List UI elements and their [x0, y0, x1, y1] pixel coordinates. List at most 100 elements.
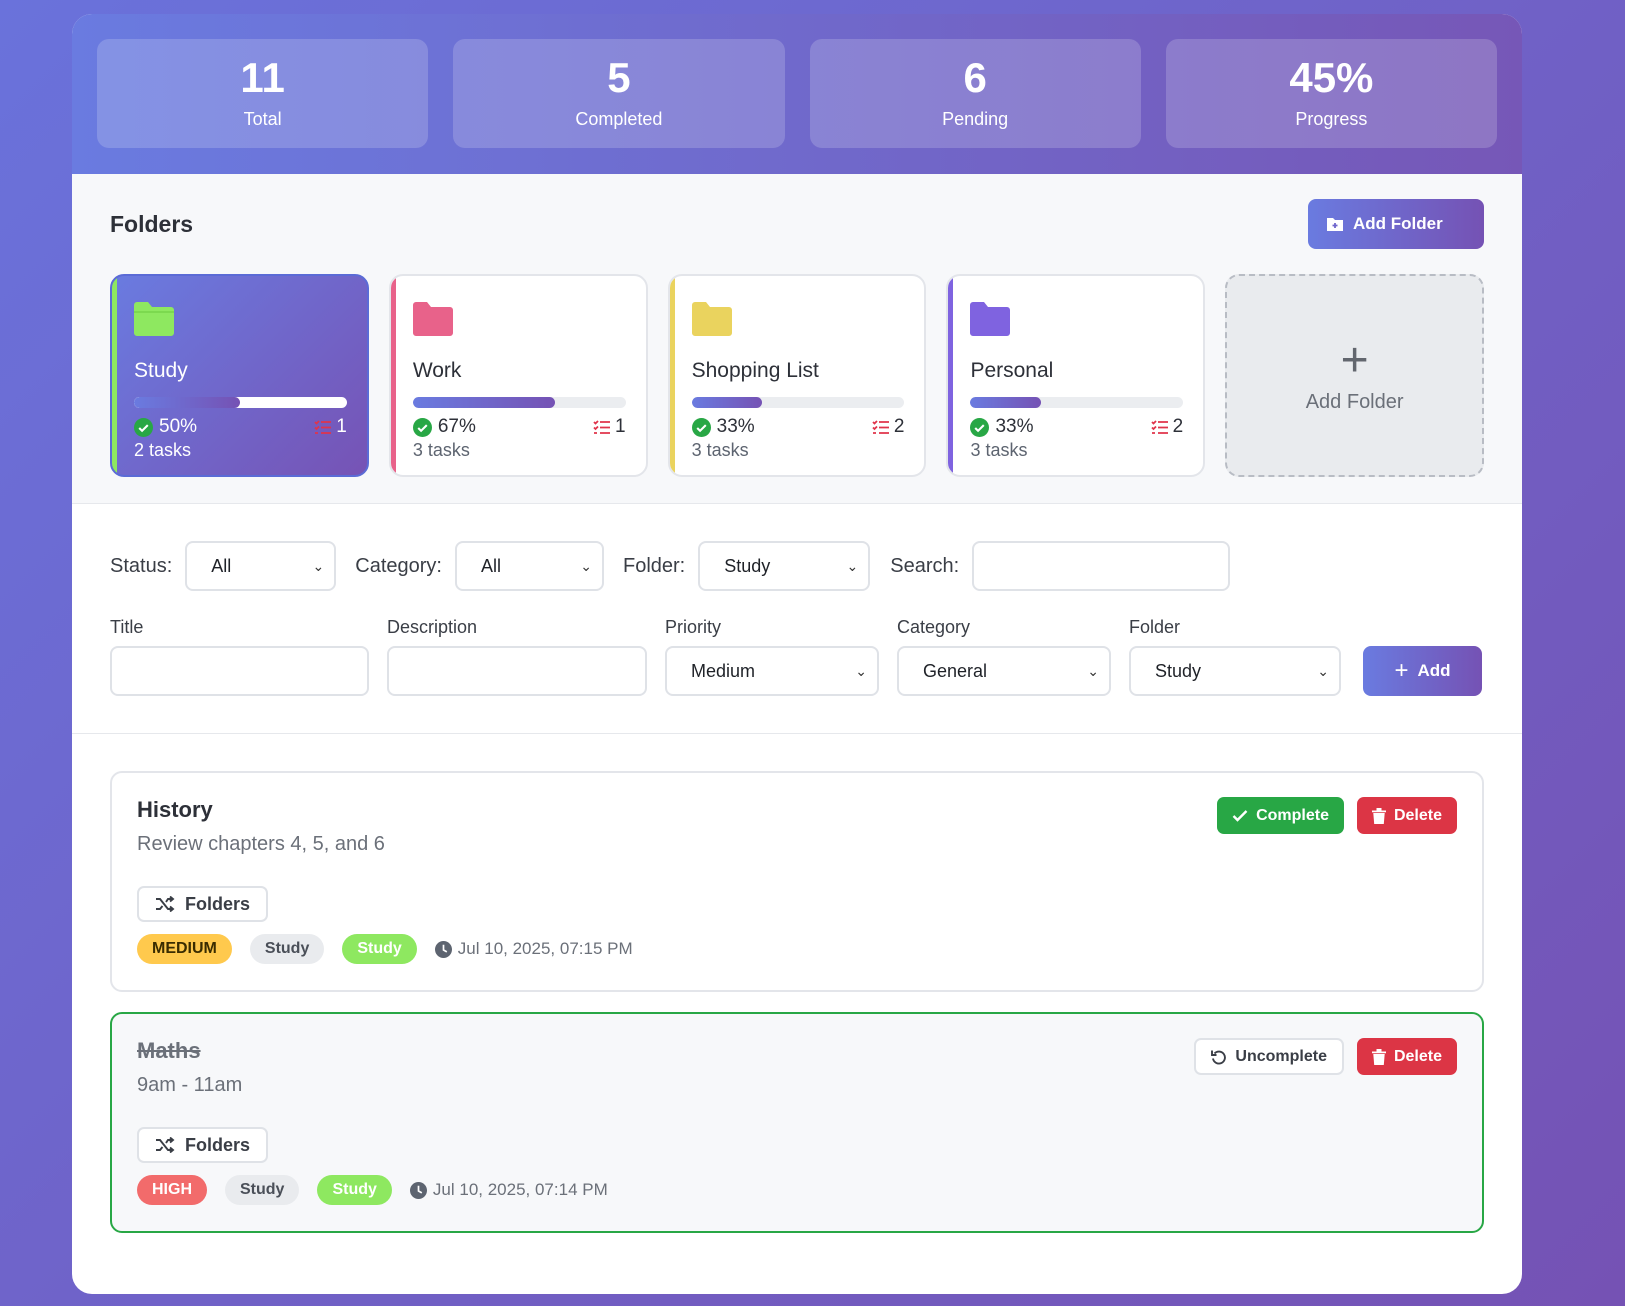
task-card-completed: Maths 9am - 11am Uncomplete Delete Folde…: [110, 1012, 1484, 1233]
chevron-down-icon: ⌄: [580, 557, 592, 574]
uncomplete-button-label: Uncomplete: [1235, 1047, 1327, 1065]
task-meta: MEDIUM Study Study Jul 10, 2025, 07:15 P…: [137, 934, 1457, 990]
stat-total-label: Total: [243, 109, 282, 129]
add-task-button[interactable]: + Add: [1363, 646, 1482, 696]
chevron-down-icon: ⌄: [312, 557, 325, 574]
folder-task-count: 3 tasks: [970, 440, 1028, 460]
description-input[interactable]: [387, 646, 647, 696]
folder-filter-label: Folder:: [622, 554, 686, 577]
folder-pending: 2: [1151, 416, 1184, 438]
trash-icon: [1371, 1048, 1386, 1065]
chevron-down-icon: ⌄: [846, 557, 859, 574]
folder-stats-row: 67% 1: [412, 416, 626, 438]
folder-stats-row: 33% 2: [970, 416, 1183, 438]
stat-progress: 45% Progress: [1165, 39, 1497, 148]
description-label: Description: [387, 617, 478, 637]
folder-pending-count: 1: [615, 416, 626, 437]
folder-card-study[interactable]: Study 50% 1 2 tasks: [110, 274, 369, 477]
folder-percent: 33%: [691, 416, 755, 438]
move-folder-button[interactable]: Folders: [137, 1127, 269, 1163]
stat-total: 11 Total: [97, 39, 429, 148]
folder-progress-bar: [412, 397, 626, 408]
task-meta: HIGH Study Study Jul 10, 2025, 07:14 PM: [137, 1175, 1457, 1231]
folder-progress-fill: [134, 397, 241, 408]
folder-card-work[interactable]: Work 67% 1 3 tasks: [388, 274, 648, 477]
category-label: Category: [897, 617, 971, 637]
plus-icon: +: [1340, 334, 1369, 387]
task-list-icon: [1151, 420, 1168, 434]
check-circle-icon: [134, 417, 153, 437]
category-select[interactable]: General ⌄: [897, 646, 1111, 696]
app-card: 11 Total 5 Completed 6 Pending 45% Progr…: [72, 14, 1522, 1294]
stat-progress-value: 45%: [1289, 54, 1374, 101]
folder-card-personal[interactable]: Personal 33% 2 3 tasks: [946, 274, 1206, 477]
add-folder-button-label: Add Folder: [1353, 214, 1443, 233]
delete-button[interactable]: Delete: [1356, 797, 1457, 834]
stats-header: 11 Total 5 Completed 6 Pending 45% Progr…: [72, 14, 1522, 174]
undo-icon: [1211, 1050, 1227, 1064]
folder-pending: 1: [593, 416, 626, 438]
priority-badge: MEDIUM: [137, 934, 232, 964]
check-icon: [1232, 810, 1248, 822]
category-filter-select[interactable]: All ⌄: [454, 541, 604, 591]
folder-progress-fill: [691, 397, 762, 408]
folder-progress-bar: [134, 397, 347, 408]
task-timestamp: Jul 10, 2025, 07:15 PM: [434, 939, 633, 959]
folder-card-shopping-list[interactable]: Shopping List 33% 2 3 tasks: [667, 274, 927, 477]
move-folder-button-label: Folders: [185, 893, 251, 914]
complete-button[interactable]: Complete: [1217, 797, 1344, 834]
folder-task-count: 3 tasks: [412, 440, 470, 460]
folder-icon: [412, 302, 453, 336]
stat-progress-label: Progress: [1295, 109, 1368, 129]
uncomplete-button[interactable]: Uncomplete: [1194, 1038, 1344, 1075]
folder-name: Work: [412, 359, 462, 382]
folder-name: Study: [134, 359, 188, 382]
description-group: Description: [387, 617, 647, 696]
check-circle-icon: [970, 417, 990, 437]
folder-pending-count: 1: [336, 416, 347, 437]
status-filter-select[interactable]: All ⌄: [185, 541, 337, 591]
folder-pending-count: 2: [1172, 416, 1184, 437]
folder-name: Shopping List: [691, 359, 819, 382]
task-list-icon: [872, 420, 889, 434]
title-input[interactable]: [110, 646, 369, 696]
stat-total-value: 11: [240, 54, 285, 101]
delete-button-label: Delete: [1393, 806, 1442, 824]
status-filter-label: Status:: [110, 554, 173, 577]
folder-pending: 1: [314, 416, 347, 438]
complete-button-label: Complete: [1256, 806, 1329, 824]
move-folder-button[interactable]: Folders: [137, 886, 269, 922]
delete-button-label: Delete: [1393, 1047, 1442, 1065]
check-circle-icon: [412, 417, 432, 437]
add-folder-button[interactable]: Add Folder: [1308, 199, 1484, 249]
task-actions: Uncomplete Delete: [1194, 1038, 1457, 1075]
folder-percent-label: 33%: [716, 416, 755, 437]
add-folder-card[interactable]: + Add Folder: [1225, 274, 1485, 477]
folder-badge: Study: [342, 934, 417, 964]
delete-button[interactable]: Delete: [1356, 1038, 1457, 1075]
folder-accent: [669, 276, 675, 475]
folder-percent-label: 67%: [437, 416, 476, 437]
task-list: History Review chapters 4, 5, and 6 Comp…: [72, 734, 1522, 1233]
chevron-down-icon: ⌄: [1317, 662, 1329, 679]
chevron-down-icon: ⌄: [1087, 662, 1099, 679]
folder-label: Folder: [1129, 617, 1181, 637]
search-input[interactable]: [972, 541, 1231, 591]
title-group: Title: [110, 617, 369, 696]
folder-accent: [112, 276, 117, 475]
task-title: History: [137, 797, 213, 822]
category-filter-label: Category:: [355, 554, 442, 577]
task-description: Review chapters 4, 5, and 6: [137, 833, 385, 855]
folder-value: Study: [1155, 660, 1202, 681]
priority-select[interactable]: Medium ⌄: [665, 646, 879, 696]
folder-plus-icon: [1327, 218, 1343, 231]
task-description: 9am - 11am: [137, 1074, 243, 1096]
plus-icon: +: [1394, 657, 1409, 684]
folder-percent-label: 50%: [159, 416, 198, 437]
folder-pending-count: 2: [893, 416, 905, 437]
folder-filter-select[interactable]: Study ⌄: [698, 541, 871, 591]
folder-select[interactable]: Study ⌄: [1129, 646, 1341, 696]
stat-completed: 5 Completed: [453, 39, 785, 148]
category-filter-value: All: [480, 555, 501, 576]
divider: [72, 733, 1522, 734]
